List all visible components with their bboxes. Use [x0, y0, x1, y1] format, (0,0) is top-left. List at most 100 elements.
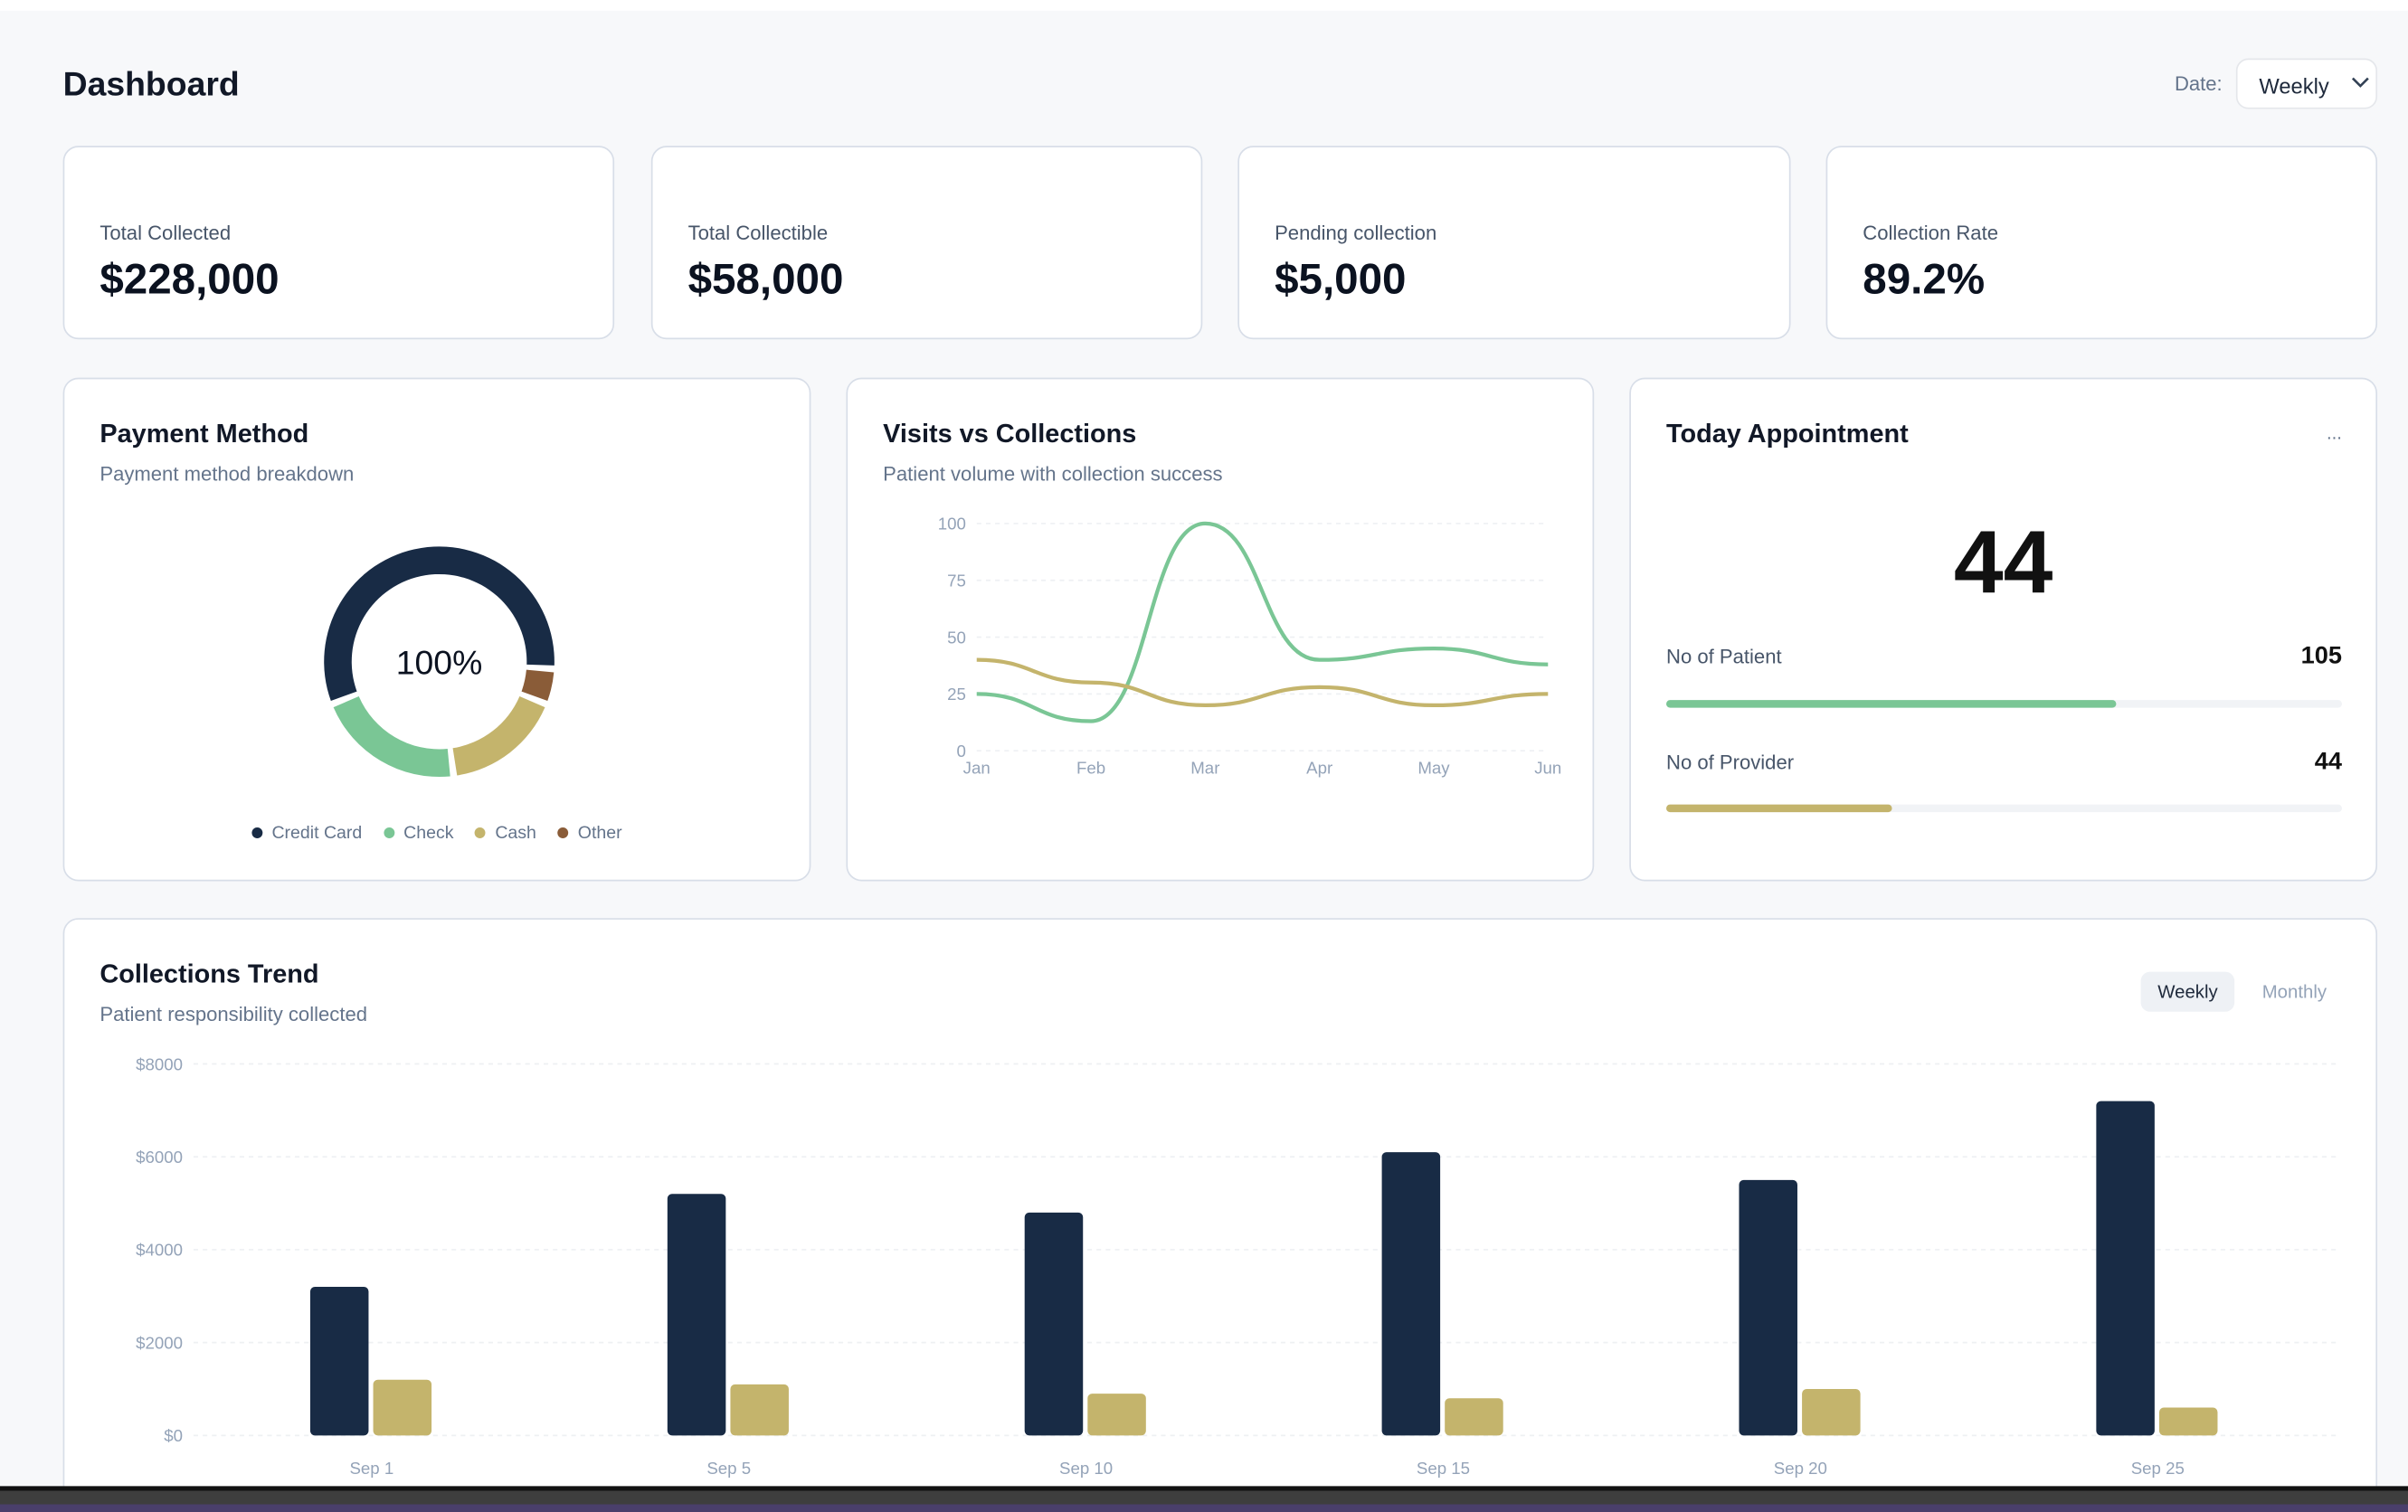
today-appointment-card: Today Appointment ... 44 No of Patient 1…: [1629, 377, 2378, 882]
provider-value: 44: [2314, 749, 2342, 776]
card-title: Payment Method: [100, 419, 309, 449]
bar-sep-25-0: [2096, 1101, 2155, 1436]
bar-sep-20-1: [1802, 1388, 1861, 1436]
x-tick-label: Sep 10: [1059, 1459, 1113, 1478]
x-tick-label: May: [1417, 759, 1450, 778]
provider-progress-fill: [1666, 804, 1891, 813]
bar-sep-10-1: [1087, 1394, 1146, 1436]
kpi-card-collection-rate: Collection Rate 89.2%: [1825, 146, 2378, 340]
x-tick-label: Apr: [1306, 759, 1332, 778]
legend-label: Credit Card: [271, 824, 363, 844]
bar-sep-25-1: [2158, 1407, 2218, 1436]
visits-collections-card: Visits vs Collections Patient volume wit…: [846, 377, 1595, 882]
legend-label: Other: [577, 824, 622, 844]
patient-progress: [1666, 700, 2342, 708]
collections-trend-card: Collections Trend Patient responsibility…: [62, 918, 2378, 1512]
line-chart: 0 25 50 75 100 Jan Feb Mar Apr May Jun: [938, 515, 1562, 778]
patient-label: No of Patient: [1666, 645, 1782, 668]
bar-sep-15-0: [1381, 1152, 1441, 1436]
bar-sep-5-0: [667, 1194, 726, 1436]
legend-item: Other: [557, 824, 622, 844]
more-options-icon[interactable]: ...: [2326, 421, 2342, 444]
appointment-total: 44: [1953, 513, 2053, 613]
x-tick-label: Sep 1: [349, 1459, 393, 1478]
x-tick-label: Sep 25: [2131, 1459, 2185, 1478]
y-tick-label: $6000: [136, 1148, 183, 1167]
os-taskbar: [0, 1486, 2408, 1512]
donut-slice-credit-card: [324, 546, 555, 702]
bar-sep-1-1: [373, 1379, 432, 1436]
kpi-label: Collection Rate: [1863, 221, 1998, 244]
card-subtitle: Patient responsibility collected: [100, 1002, 368, 1026]
legend-item: Check: [384, 825, 453, 843]
kpi-value: $228,000: [100, 254, 280, 303]
provider-progress: [1666, 804, 2342, 813]
line-series-1: [976, 657, 1549, 708]
date-select-value: Weekly: [2259, 73, 2329, 99]
donut-chart: 100%: [324, 546, 555, 778]
y-tick-label: $2000: [136, 1333, 183, 1352]
kpi-value: $58,000: [687, 254, 844, 303]
y-tick-label: 75: [947, 572, 966, 591]
date-select[interactable]: Weekly: [2235, 58, 2378, 109]
top-bar: [0, 0, 2408, 11]
legend-item: Credit Card: [251, 825, 362, 843]
y-tick-label: $0: [164, 1426, 183, 1445]
legend-label: Check: [403, 824, 454, 844]
kpi-label: Total Collected: [100, 221, 232, 244]
x-tick-label: Mar: [1190, 759, 1219, 778]
y-tick-label: 25: [947, 685, 966, 704]
x-tick-label: Feb: [1076, 759, 1105, 778]
kpi-value: $5,000: [1275, 254, 1407, 303]
legend-dot-icon: [384, 827, 394, 838]
legend-item: Cash: [475, 825, 536, 843]
legend-dot-icon: [557, 827, 569, 838]
y-tick-label: 0: [956, 742, 965, 761]
kpi-value: 89.2%: [1863, 254, 1986, 303]
card-subtitle: Patient volume with collection success: [883, 462, 1223, 486]
kpi-label: Pending collection: [1275, 221, 1437, 244]
line-series-0: [976, 521, 1549, 723]
x-tick-label: Sep 20: [1774, 1459, 1827, 1478]
kpi-label: Total Collectible: [687, 221, 829, 244]
x-tick-label: Sep 5: [706, 1459, 751, 1478]
y-tick-label: 100: [938, 515, 966, 534]
card-subtitle: Payment method breakdown: [100, 462, 355, 486]
y-tick-label: $4000: [136, 1241, 183, 1260]
payment-method-card: Payment Method Payment method breakdown …: [62, 377, 811, 882]
kpi-card-pending-collection: Pending collection $5,000: [1237, 146, 1791, 340]
patient-progress-fill: [1666, 700, 2118, 708]
patient-value: 105: [2300, 643, 2342, 670]
date-label: Date:: [2174, 71, 2223, 96]
bar-sep-5-1: [730, 1384, 789, 1436]
card-title: Visits vs Collections: [883, 419, 1137, 449]
provider-label: No of Provider: [1666, 751, 1795, 774]
legend-label: Cash: [495, 824, 536, 844]
tab-monthly[interactable]: Monthly: [2261, 980, 2327, 1003]
legend-dot-icon: [251, 827, 263, 838]
donut-slice-cash: [452, 696, 545, 776]
chevron-down-icon: [2351, 72, 2369, 94]
x-tick-label: Jan: [963, 759, 991, 778]
donut-legend: Credit Card Check Cash Other: [64, 825, 809, 843]
donut-slice-check: [333, 696, 450, 778]
legend-dot-icon: [475, 827, 487, 838]
donut-center-label: 100%: [396, 643, 482, 681]
bar-sep-10-0: [1024, 1212, 1084, 1436]
x-tick-label: Sep 15: [1417, 1459, 1470, 1478]
bar-sep-15-1: [1445, 1398, 1503, 1436]
bar-chart: $0 $2000 $4000 $6000 $8000 Sep 1 Sep 5 Sep 10 Se…: [136, 1054, 2337, 1478]
kpi-card-total-collectible: Total Collectible $58,000: [650, 146, 1203, 340]
bar-sep-20-0: [1739, 1179, 1797, 1436]
tab-weekly[interactable]: Weekly: [2140, 971, 2235, 1012]
x-tick-label: Jun: [1534, 759, 1561, 778]
kpi-card-total-collected: Total Collected $228,000: [62, 146, 615, 340]
bar-sep-1-0: [309, 1287, 369, 1436]
page-title: Dashboard: [62, 64, 240, 103]
card-title: Today Appointment: [1666, 419, 1909, 449]
donut-slice-other: [521, 669, 555, 702]
y-tick-label: 50: [947, 628, 966, 647]
y-tick-label: $8000: [136, 1054, 183, 1073]
card-title: Collections Trend: [100, 959, 319, 989]
